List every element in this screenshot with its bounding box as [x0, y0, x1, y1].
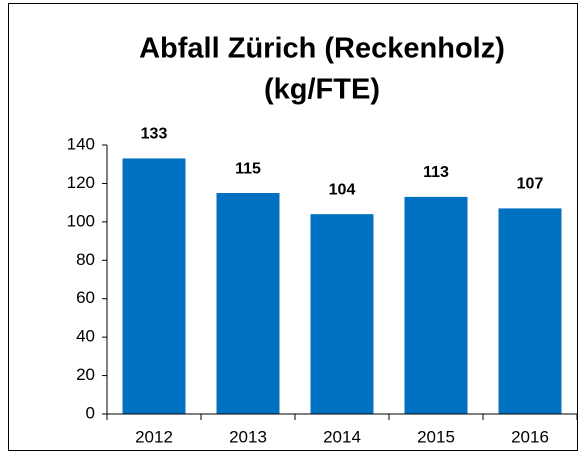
chart-title: (kg/FTE): [264, 74, 380, 106]
y-tick-label: 140: [67, 134, 95, 153]
bar: [404, 196, 468, 414]
data-label: 133: [141, 126, 168, 143]
y-tick-label: 80: [76, 250, 95, 269]
data-label: 104: [329, 181, 356, 198]
y-tick-label: 60: [76, 288, 95, 307]
y-tick-label: 20: [76, 365, 95, 384]
y-tick-label: 100: [67, 211, 95, 230]
x-tick-label: 2013: [229, 427, 267, 446]
y-tick-label: 40: [76, 327, 95, 346]
bar: [310, 214, 374, 414]
x-tick-label: 2015: [417, 427, 455, 446]
data-label: 115: [235, 160, 261, 177]
bar: [498, 208, 562, 414]
x-tick-label: 2014: [323, 427, 361, 446]
y-tick-label: 0: [86, 403, 95, 422]
bar: [122, 158, 186, 414]
x-tick-label: 2016: [511, 427, 549, 446]
x-tick-label: 2012: [135, 427, 173, 446]
y-tick-label: 120: [67, 173, 95, 192]
bar: [216, 193, 280, 414]
data-label: 107: [517, 176, 544, 193]
data-label: 113: [423, 164, 449, 181]
chart-title: Abfall Zürich (Reckenholz): [139, 33, 505, 65]
